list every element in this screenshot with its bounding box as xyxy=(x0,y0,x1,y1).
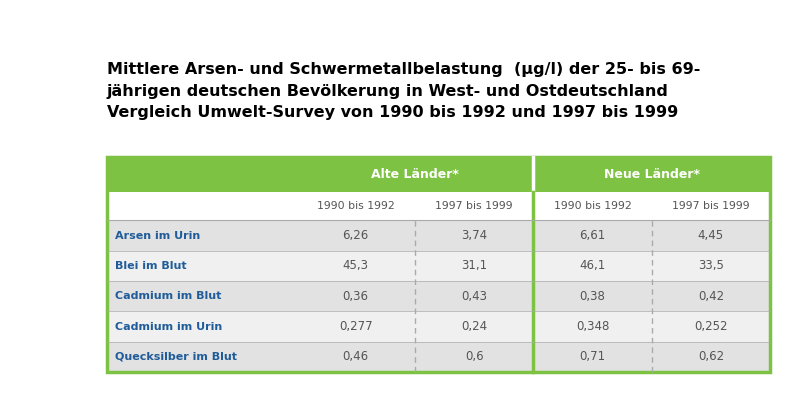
Bar xyxy=(415,311,534,342)
Bar xyxy=(297,281,415,311)
Text: 0,36: 0,36 xyxy=(342,290,369,303)
Bar xyxy=(415,220,534,251)
Bar xyxy=(107,220,297,251)
Text: 0,38: 0,38 xyxy=(579,290,606,303)
Text: 0,43: 0,43 xyxy=(461,290,487,303)
Text: 1990 bis 1992: 1990 bis 1992 xyxy=(554,202,631,212)
Bar xyxy=(297,311,415,342)
Bar xyxy=(534,251,652,281)
Text: 0,348: 0,348 xyxy=(576,320,609,333)
Bar xyxy=(534,220,652,251)
Bar xyxy=(297,342,415,372)
Bar xyxy=(534,192,652,220)
Text: Blei im Blut: Blei im Blut xyxy=(115,261,186,271)
Bar xyxy=(652,220,770,251)
Bar xyxy=(652,281,770,311)
Bar xyxy=(297,220,415,251)
Text: 0,46: 0,46 xyxy=(342,350,369,363)
Text: 0,24: 0,24 xyxy=(461,320,487,333)
Bar xyxy=(107,157,770,372)
Bar xyxy=(107,157,297,192)
Bar xyxy=(297,192,415,220)
Text: 1997 bis 1999: 1997 bis 1999 xyxy=(435,202,513,212)
Text: 1990 bis 1992: 1990 bis 1992 xyxy=(317,202,394,212)
Bar xyxy=(652,342,770,372)
Bar xyxy=(107,281,297,311)
Bar xyxy=(297,251,415,281)
Text: 46,1: 46,1 xyxy=(579,259,606,272)
Text: 0,277: 0,277 xyxy=(339,320,373,333)
Bar xyxy=(415,281,534,311)
Bar xyxy=(652,251,770,281)
Text: 31,1: 31,1 xyxy=(461,259,487,272)
Text: 45,3: 45,3 xyxy=(342,259,369,272)
Text: 33,5: 33,5 xyxy=(698,259,724,272)
Bar xyxy=(107,251,297,281)
Text: 6,61: 6,61 xyxy=(579,229,606,242)
Bar xyxy=(652,311,770,342)
Text: 0,62: 0,62 xyxy=(698,350,724,363)
Text: Cadmium im Blut: Cadmium im Blut xyxy=(115,291,222,301)
Text: 0,6: 0,6 xyxy=(465,350,483,363)
Bar xyxy=(534,311,652,342)
Bar xyxy=(534,342,652,372)
Text: Quecksilber im Blut: Quecksilber im Blut xyxy=(115,352,237,362)
Text: 6,26: 6,26 xyxy=(342,229,369,242)
Bar xyxy=(107,192,297,220)
Bar xyxy=(415,251,534,281)
Bar xyxy=(652,192,770,220)
Bar xyxy=(297,157,534,192)
Text: 3,74: 3,74 xyxy=(461,229,487,242)
Bar xyxy=(107,342,297,372)
Text: Mittlere Arsen- und Schwermetallbelastung  (µg/l) der 25- bis 69-
jährigen deuts: Mittlere Arsen- und Schwermetallbelastun… xyxy=(107,62,700,120)
Bar xyxy=(415,342,534,372)
Text: Alte Länder*: Alte Länder* xyxy=(371,168,459,181)
Bar xyxy=(107,311,297,342)
Bar xyxy=(534,157,770,192)
Text: 0,252: 0,252 xyxy=(694,320,727,333)
Text: Cadmium im Urin: Cadmium im Urin xyxy=(115,322,222,332)
Text: 0,42: 0,42 xyxy=(698,290,724,303)
Bar xyxy=(415,192,534,220)
Bar xyxy=(534,281,652,311)
Text: 1997 bis 1999: 1997 bis 1999 xyxy=(672,202,750,212)
Text: Arsen im Urin: Arsen im Urin xyxy=(115,230,200,240)
Text: 0,71: 0,71 xyxy=(579,350,606,363)
Text: 4,45: 4,45 xyxy=(698,229,724,242)
Text: Neue Länder*: Neue Länder* xyxy=(604,168,700,181)
